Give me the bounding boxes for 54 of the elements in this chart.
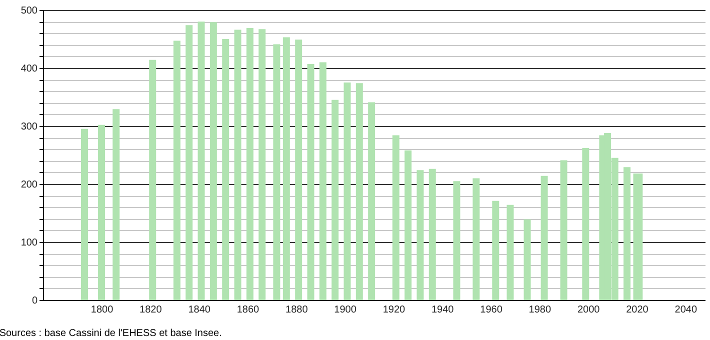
- bar: [582, 148, 590, 300]
- y-tick-label: 400: [20, 64, 38, 74]
- x-tick-label: 1920: [382, 304, 406, 316]
- bar: [506, 204, 514, 300]
- x-tick-label: 1900: [334, 304, 357, 316]
- x-tick-label: 1880: [286, 304, 308, 316]
- bar: [356, 83, 363, 300]
- bar: [282, 37, 290, 300]
- bar: [332, 100, 339, 300]
- x-tick-label: 2020: [626, 304, 649, 316]
- bar: [246, 28, 254, 300]
- bar: [112, 109, 120, 300]
- bar: [186, 25, 193, 300]
- bar: [198, 22, 205, 300]
- bar: [472, 178, 480, 300]
- bar: [428, 168, 436, 300]
- x-tick-label: 2000: [577, 304, 600, 316]
- x-tick-label: 1980: [528, 304, 552, 316]
- bar: [524, 219, 531, 300]
- bar: [453, 181, 460, 300]
- bar: [307, 64, 314, 300]
- y-tick-label: 200: [20, 180, 38, 190]
- bar: [319, 62, 326, 300]
- y-tick-label: 500: [20, 6, 38, 16]
- x-tick-label: 1960: [480, 304, 503, 316]
- bar: [492, 200, 500, 300]
- x-tick-label: 2040: [674, 304, 698, 316]
- bar: [149, 60, 156, 300]
- bar: [210, 22, 217, 300]
- x-tick-label: 1860: [236, 304, 260, 316]
- bar: [80, 128, 88, 300]
- source-note: Sources : base Cassini de l'EHESS et base Insee.: [0, 328, 222, 339]
- bar: [560, 160, 568, 300]
- x-tick-label: 1820: [140, 304, 162, 316]
- y-tick-label: 300: [20, 122, 38, 132]
- bar: [392, 135, 400, 300]
- bar: [273, 44, 280, 300]
- bar: [234, 30, 242, 300]
- bar: [173, 40, 180, 300]
- bar: [344, 82, 351, 300]
- x-tick-label: 1840: [188, 304, 211, 316]
- bar: [624, 167, 631, 300]
- bar: [258, 29, 266, 300]
- y-tick-label: 0: [32, 296, 38, 306]
- y-tick-label: 100: [20, 238, 38, 248]
- bar: [404, 150, 412, 300]
- bar: [540, 176, 548, 300]
- bar: [222, 39, 230, 300]
- bar: [416, 170, 424, 300]
- bar: [295, 40, 302, 300]
- x-tick-label: 1940: [431, 304, 454, 316]
- bar: [368, 102, 376, 300]
- bar: [98, 124, 106, 300]
- x-tick-label: 1800: [90, 304, 114, 316]
